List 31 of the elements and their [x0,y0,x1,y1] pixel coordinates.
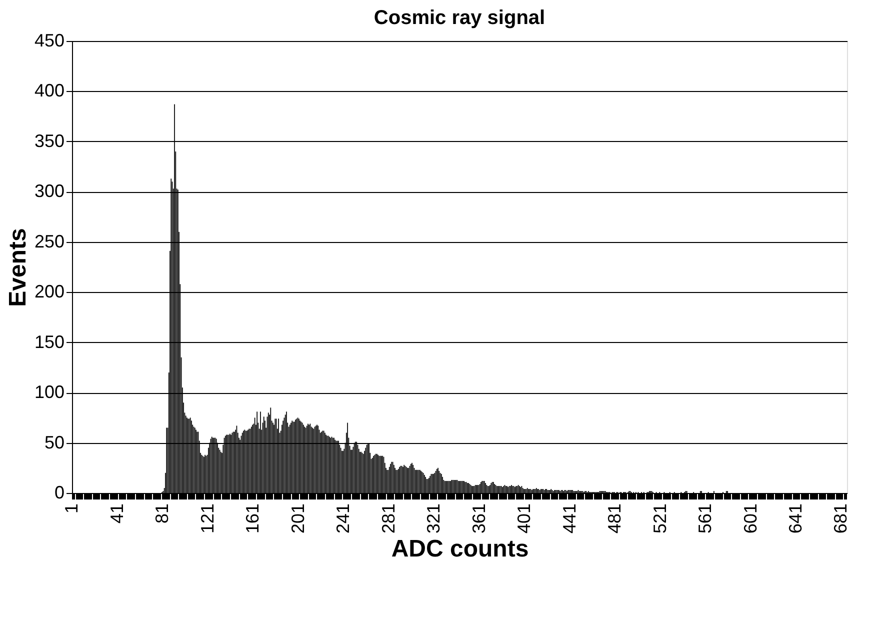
x-tick-label: 681 [830,504,851,534]
x-tick-label: 41 [106,504,127,524]
y-tick-label: 450 [34,30,64,50]
x-tick-label: 361 [468,504,489,534]
y-tick-label: 400 [34,80,64,101]
x-tick-label: 201 [288,504,308,534]
y-tick-label: 350 [34,130,64,151]
x-tick-label: 121 [197,504,218,534]
x-axis-title: ADC counts [391,536,529,563]
y-tick-label: 300 [34,181,64,202]
y-tick-label: 250 [34,231,64,252]
x-tick-label: 1 [62,504,82,514]
x-tick-label: 401 [514,504,534,534]
x-tick-label: 601 [740,504,760,534]
x-tick-label: 441 [559,504,580,534]
x-tick-label: 281 [378,504,398,534]
x-tick-label: 521 [650,504,670,534]
y-axis-title: Events [4,228,32,307]
y-tick-label: 100 [34,382,64,402]
x-tick-label: 241 [333,504,354,534]
x-tick-label: 641 [786,504,806,534]
x-tick-label: 561 [695,504,716,534]
x-tick-label: 481 [604,504,625,534]
y-tick-label: 150 [34,332,64,352]
y-tick-label: 50 [44,432,64,452]
x-tick-label: 81 [152,504,172,524]
chart-title: Cosmic ray signal [374,7,546,29]
y-tick-label: 200 [34,282,64,302]
x-tick-label: 321 [424,504,444,534]
y-tick-label: 0 [54,482,64,502]
x-tick-label: 161 [242,504,263,534]
